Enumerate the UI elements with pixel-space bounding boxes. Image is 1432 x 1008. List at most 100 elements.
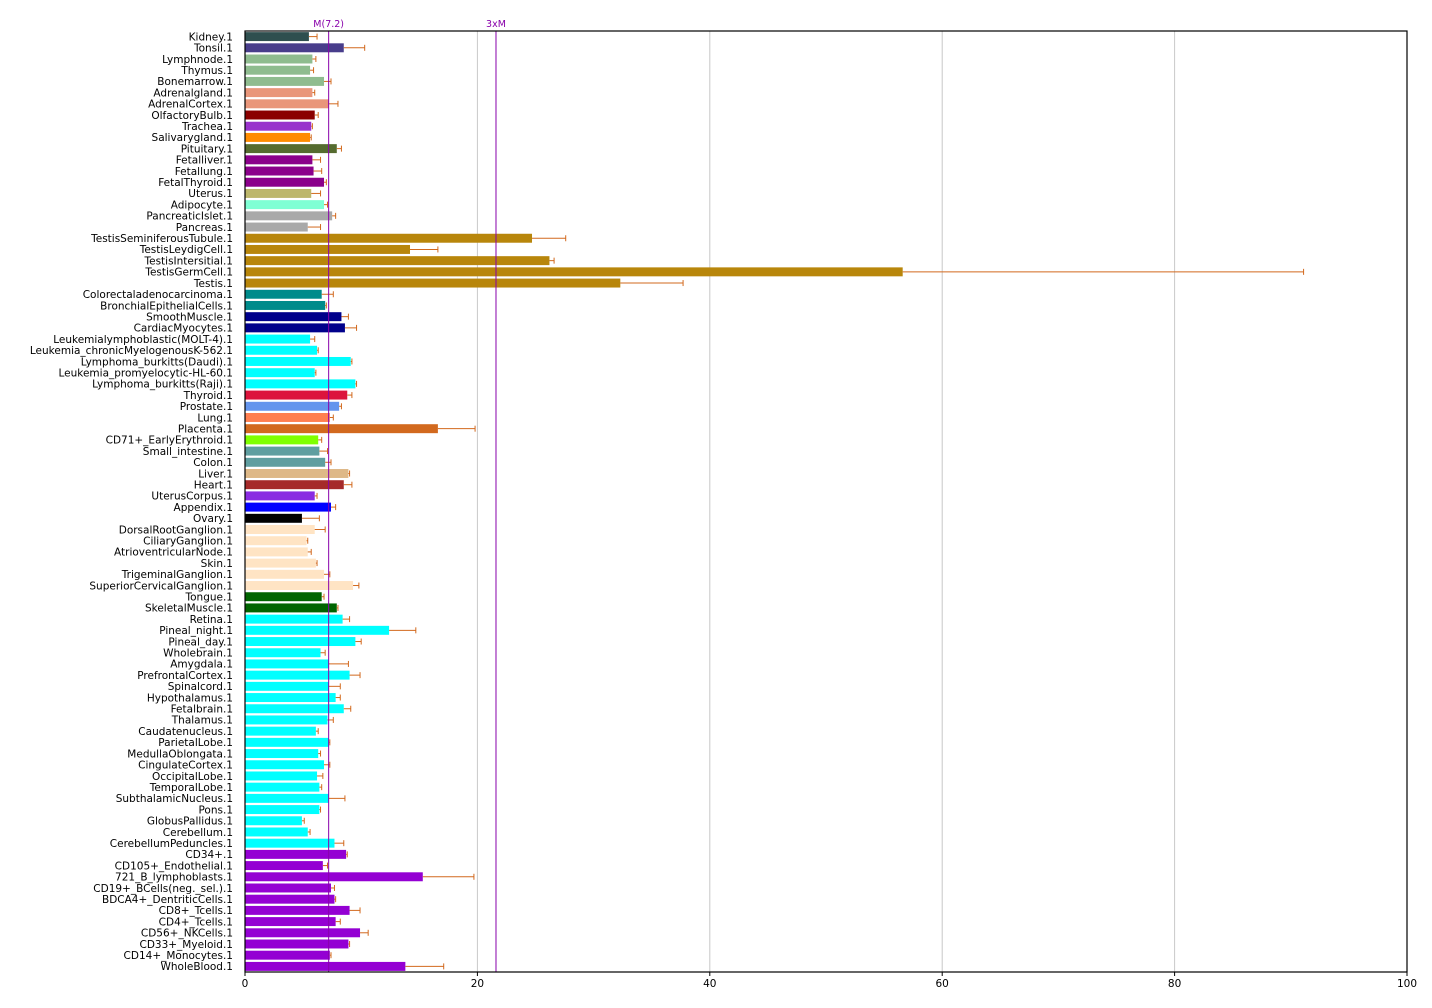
bar bbox=[245, 300, 326, 310]
bar bbox=[245, 939, 349, 949]
category-label: Heart.1 bbox=[194, 479, 233, 491]
error-bar bbox=[349, 907, 361, 914]
bar bbox=[245, 928, 361, 938]
error-bar bbox=[336, 145, 342, 152]
category-label: Wholebrain.1 bbox=[163, 648, 233, 660]
bar bbox=[245, 659, 329, 669]
category-label: Pons.1 bbox=[198, 804, 233, 816]
error-bar bbox=[902, 268, 1305, 275]
category-label: Salivarygland.1 bbox=[152, 132, 233, 144]
category-label: Testis.1 bbox=[193, 278, 233, 290]
bar bbox=[245, 872, 423, 882]
category-label: CD71+_EarlyErythroid.1 bbox=[106, 435, 233, 447]
bar bbox=[245, 917, 336, 927]
error-bar bbox=[324, 179, 327, 186]
category-label: Spinalcord.1 bbox=[168, 681, 233, 693]
category-label: UterusCorpus.1 bbox=[151, 491, 233, 503]
bar bbox=[245, 401, 340, 411]
error-bar bbox=[343, 44, 366, 51]
bar bbox=[245, 547, 308, 557]
bar bbox=[245, 637, 356, 647]
category-label: SubthalamicNucleus.1 bbox=[116, 793, 233, 805]
bar bbox=[245, 704, 344, 714]
category-label: TestisIntersitial.1 bbox=[143, 255, 233, 267]
error-bar bbox=[320, 649, 326, 656]
reference-lines: M(7.2) 3xM bbox=[313, 19, 506, 972]
category-label: TestisLeydigCell.1 bbox=[139, 244, 233, 256]
bar bbox=[245, 424, 438, 434]
bar bbox=[245, 200, 325, 210]
category-label: AdrenalCortex.1 bbox=[148, 99, 233, 111]
error-bar bbox=[319, 806, 322, 813]
bar bbox=[245, 233, 533, 243]
error-bar bbox=[313, 168, 323, 175]
bar bbox=[245, 838, 335, 848]
error-bar bbox=[346, 851, 348, 858]
bar bbox=[245, 805, 320, 815]
error-bar bbox=[307, 548, 312, 555]
category-label: TrigeminalGanglion.1 bbox=[121, 569, 233, 581]
category-label: Ovary.1 bbox=[193, 513, 233, 525]
bar bbox=[245, 603, 337, 613]
error-bar bbox=[343, 481, 353, 488]
bar bbox=[245, 469, 349, 478]
category-label: CD105+_Endothelial.1 bbox=[115, 860, 233, 872]
error-bar bbox=[330, 504, 337, 511]
error-bar bbox=[312, 89, 316, 96]
error-bar bbox=[314, 492, 318, 499]
bar bbox=[245, 256, 550, 266]
error-bar bbox=[301, 515, 320, 522]
reference-line-label: M(7.2) bbox=[313, 19, 344, 30]
error-bar bbox=[348, 470, 351, 477]
error-bar bbox=[335, 918, 341, 925]
error-bar bbox=[321, 291, 334, 298]
bar bbox=[245, 323, 345, 333]
error-bar bbox=[328, 683, 341, 690]
category-label: Tongue.1 bbox=[184, 592, 233, 604]
category-label: Leukemialymphoblastic(MOLT-4).1 bbox=[53, 334, 233, 346]
category-label: CD56+_NKCells.1 bbox=[141, 928, 233, 940]
category-label: OlfactoryBulb.1 bbox=[151, 110, 233, 122]
bar bbox=[245, 726, 316, 736]
bar bbox=[245, 816, 302, 826]
error-bar bbox=[355, 380, 358, 387]
category-label: Hypothalamus.1 bbox=[147, 692, 233, 704]
category-label: CD4+_Tcells.1 bbox=[159, 916, 233, 928]
bar bbox=[245, 827, 308, 837]
error-bar bbox=[328, 100, 339, 107]
error-bar bbox=[307, 224, 322, 231]
error-bar bbox=[405, 963, 445, 970]
category-label: Leukemia_promyelocytic-HL-60.1 bbox=[58, 367, 233, 379]
bar bbox=[245, 244, 411, 254]
bar bbox=[245, 188, 312, 198]
bar bbox=[245, 132, 311, 142]
error-bar bbox=[334, 840, 345, 847]
bar bbox=[245, 356, 351, 366]
x-tick-label: 20 bbox=[471, 978, 484, 990]
error-bar bbox=[350, 358, 353, 365]
category-label: Pituitary.1 bbox=[181, 143, 233, 155]
bar bbox=[245, 155, 313, 165]
error-bar bbox=[325, 302, 327, 309]
bar bbox=[245, 267, 903, 277]
bar bbox=[245, 345, 318, 355]
category-label: Lymphoma_burkitts(Raji).1 bbox=[92, 379, 233, 391]
grid-lines bbox=[476, 31, 1176, 972]
category-label: CerebellumPeduncles.1 bbox=[110, 838, 233, 850]
error-bar bbox=[360, 929, 369, 936]
bar bbox=[245, 737, 329, 747]
category-label: Thyroid.1 bbox=[183, 390, 233, 402]
category-label: Caudatenucleus.1 bbox=[138, 726, 233, 738]
bar bbox=[245, 413, 330, 422]
category-label: Amygdala.1 bbox=[170, 659, 233, 671]
bar bbox=[245, 222, 308, 232]
bars bbox=[245, 32, 903, 971]
category-label: SmoothMuscle.1 bbox=[146, 311, 233, 323]
error-bar bbox=[329, 952, 332, 959]
category-label: Colorectaladenocarcinoma.1 bbox=[83, 289, 233, 301]
category-label: Pancreas.1 bbox=[176, 222, 233, 234]
error-bar bbox=[347, 392, 353, 399]
error-bar bbox=[437, 425, 476, 432]
error-bar bbox=[314, 526, 326, 533]
